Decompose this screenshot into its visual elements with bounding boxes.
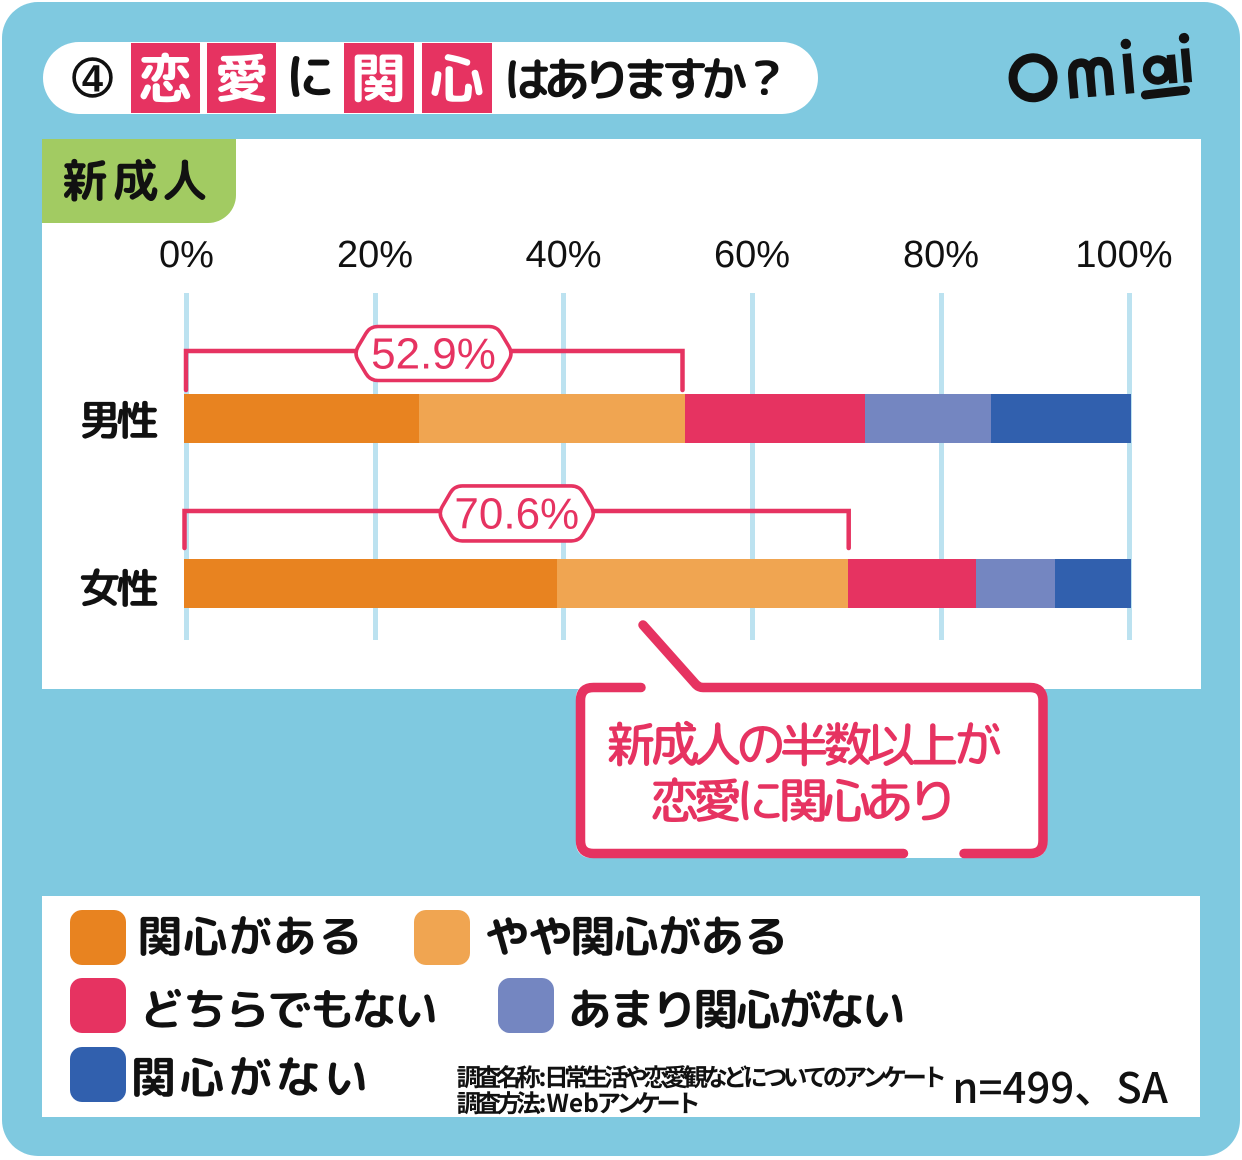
svg-text:100%: 100% <box>1075 234 1172 276</box>
svg-text:60%: 60% <box>714 234 790 276</box>
svg-text:52.9%: 52.9% <box>371 330 496 379</box>
svg-text:40%: 40% <box>525 234 601 276</box>
svg-text:70.6%: 70.6% <box>454 490 579 539</box>
svg-text:20%: 20% <box>337 234 413 276</box>
svg-text:0%: 0% <box>159 234 214 276</box>
svg-text:80%: 80% <box>903 234 979 276</box>
svg-text:4: 4 <box>82 59 103 101</box>
